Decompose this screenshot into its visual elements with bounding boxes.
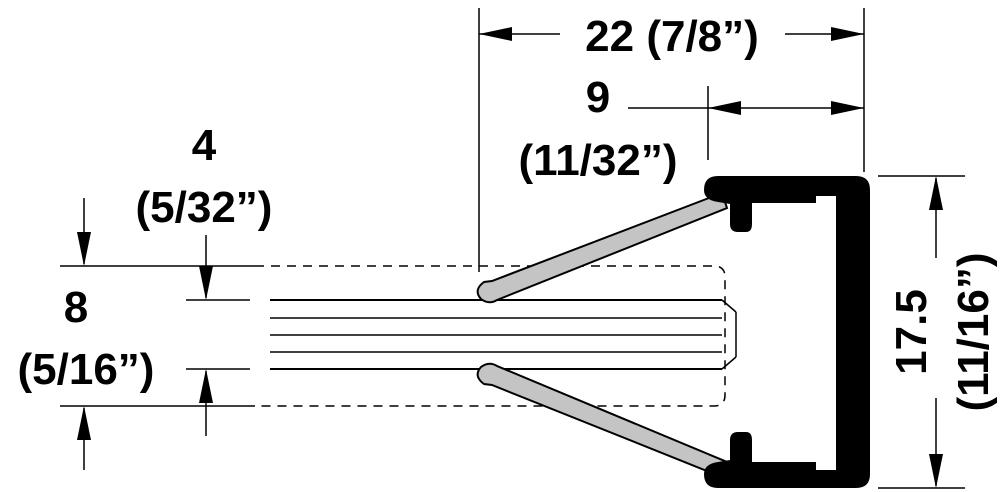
glass-pane-outline [255,265,726,407]
dim-label-11-32: (11/32”) [519,136,678,185]
dimension-overall-width: 22 (7/8”) [479,12,864,61]
seal-fin-top [476,191,729,304]
dimension-lip-offset: 9 (11/32”) [519,73,864,185]
dimension-glass-gap: 4 (5/32”) [136,121,273,300]
dim-label-17-5: 17.5 [887,289,936,375]
dimension-height: 17.5 (11/16”) [887,176,998,488]
dim-label-4: 4 [192,121,217,170]
glass-laminate [270,299,737,370]
dim-label-22: 22 (7/8”) [585,12,759,61]
dim-label-9: 9 [586,73,610,122]
dim-label-5-16: (5/16”) [18,345,155,394]
dimension-glass-thickness: 8 (5/16”) [18,198,213,470]
u-channel-profile [704,176,870,488]
dim-label-11-16: (11/16”) [949,253,998,412]
dim-label-8: 8 [64,283,88,332]
seal-fin-bottom [476,362,729,479]
dim-label-5-32: (5/32”) [136,183,273,232]
